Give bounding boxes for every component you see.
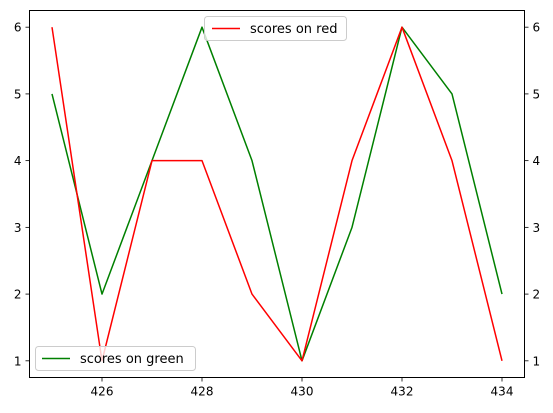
- y-tick-label-left: 3: [14, 221, 22, 235]
- y-tick-label-right: 1: [533, 354, 541, 368]
- axes-frame: [29, 10, 525, 378]
- legend-red: scores on red: [204, 16, 347, 41]
- legend-green-box: [35, 346, 196, 371]
- series-line-green: [51, 26, 503, 362]
- y-tick-label-left: 4: [14, 154, 22, 168]
- x-tick-label: 428: [191, 385, 214, 399]
- y-tick-label-right: 6: [533, 21, 541, 35]
- x-axis: 426 428 430 432 434: [91, 377, 514, 399]
- y-tick-label-left: 2: [14, 288, 22, 302]
- x-tick-label: 434: [491, 385, 514, 399]
- x-tick-label: 426: [91, 385, 114, 399]
- y-tick-label-left: 1: [14, 354, 22, 368]
- y-axis-right: 1 2 3 4 5 6: [524, 21, 541, 368]
- legend-green: scores on green: [35, 346, 196, 371]
- x-tick-label: 432: [391, 385, 414, 399]
- y-tick-label-right: 4: [533, 154, 541, 168]
- y-tick-label-left: 6: [14, 21, 22, 35]
- legend-red-label: scores on red: [250, 22, 337, 37]
- y-tick-label-left: 5: [14, 87, 22, 101]
- y-tick-label-right: 3: [533, 221, 541, 235]
- y-axis-left: 1 2 3 4 5 6: [14, 21, 30, 368]
- plot-area: [51, 26, 503, 362]
- y-tick-label-right: 2: [533, 288, 541, 302]
- series-line-red: [51, 26, 503, 362]
- legend-green-label: scores on green: [80, 352, 184, 367]
- x-tick-label: 430: [291, 385, 314, 399]
- legend-red-box: [204, 16, 347, 41]
- y-tick-label-right: 5: [533, 87, 541, 101]
